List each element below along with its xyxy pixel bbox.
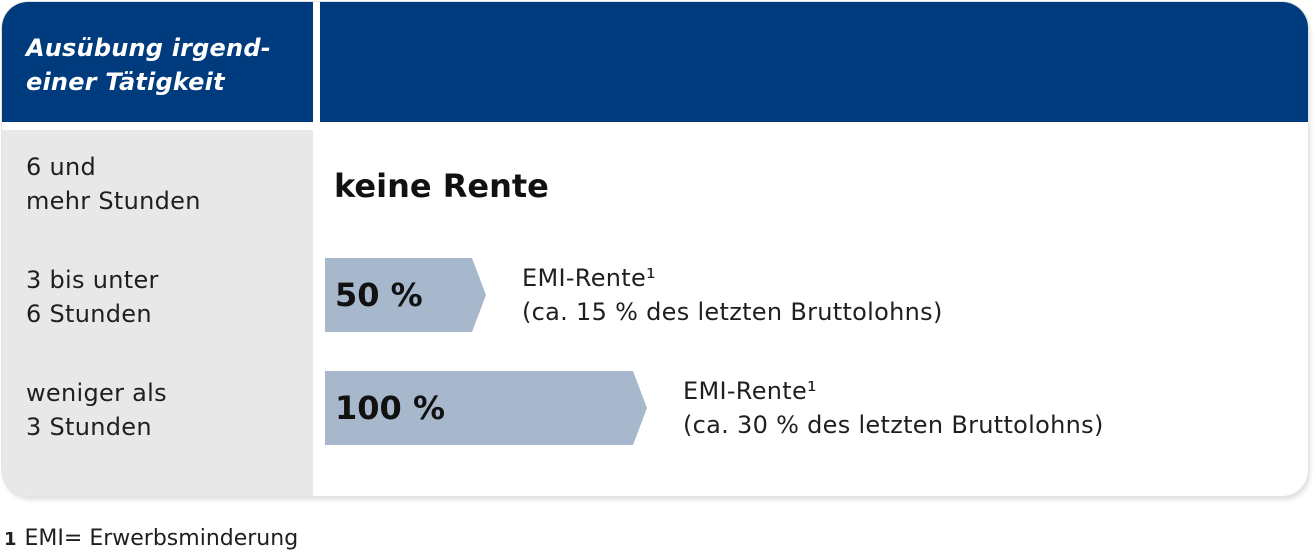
header-title-line1: Ausübung irgend- (26, 34, 271, 62)
pension-description-100: EMI-Rente¹ (ca. 30 % des letzten Bruttol… (683, 374, 1104, 442)
header-right (320, 2, 1308, 122)
row-label-line: mehr Stunden (26, 187, 201, 215)
row-label-line: 3 Stunden (26, 413, 152, 441)
pension-title: EMI-Rente¹ (522, 264, 656, 292)
pension-title: EMI-Rente¹ (683, 377, 817, 405)
row-label-line: 6 und (26, 153, 97, 181)
footnote: 1 EMI= Erwerbsminderung (4, 524, 298, 555)
pension-diagram: Ausübung irgend- einer Tätigkeit 6 und m… (2, 2, 1308, 496)
footnote-number: 1 (4, 529, 17, 550)
row-label-line: 3 bis unter (26, 266, 159, 294)
pension-arrow-50: 50 % (325, 258, 486, 332)
sidebar: 6 und mehr Stunden 3 bis unter 6 Stunden… (2, 130, 313, 496)
row-label-6-plus: 6 und mehr Stunden (26, 150, 306, 218)
footnote-text: EMI= Erwerbsminderung (24, 526, 299, 551)
header-title-line2: einer Tätigkeit (26, 68, 225, 96)
pension-detail: (ca. 15 % des letzten Bruttolohns) (522, 298, 943, 326)
row-label-under-3: weniger als 3 Stunden (26, 376, 306, 444)
pension-percent: 100 % (335, 389, 445, 427)
no-pension-label: keine Rente (334, 167, 549, 205)
header-title: Ausübung irgend- einer Tätigkeit (26, 31, 306, 99)
pension-arrow-100: 100 % (325, 371, 647, 445)
row-label-line: weniger als (26, 379, 167, 407)
row-label-3-to-6: 3 bis unter 6 Stunden (26, 263, 306, 331)
pension-detail: (ca. 30 % des letzten Bruttolohns) (683, 411, 1104, 439)
row-label-line: 6 Stunden (26, 300, 152, 328)
header-left: Ausübung irgend- einer Tätigkeit (2, 2, 313, 122)
pension-percent: 50 % (335, 276, 423, 314)
pension-description-50: EMI-Rente¹ (ca. 15 % des letzten Bruttol… (522, 261, 943, 329)
